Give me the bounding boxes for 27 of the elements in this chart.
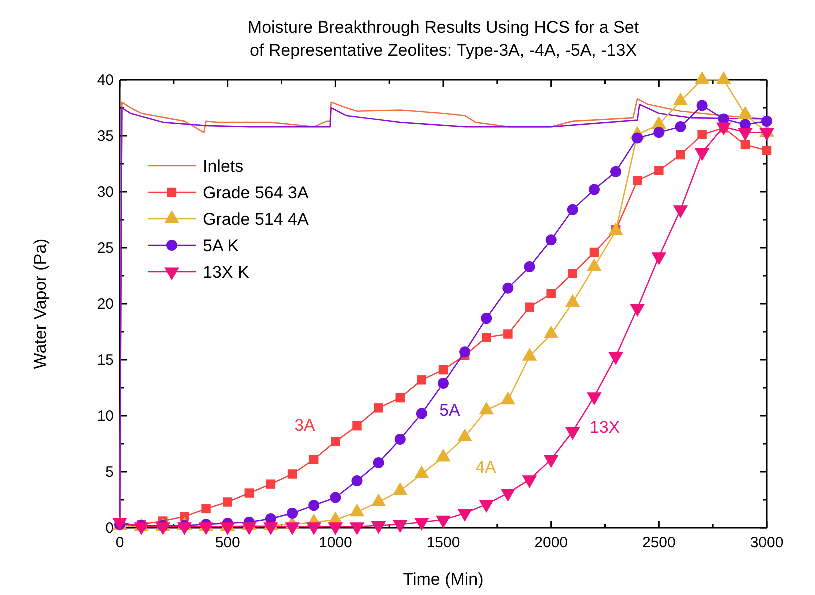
legend-label: Inlets bbox=[203, 157, 244, 176]
y-tick-label: 20 bbox=[97, 296, 114, 313]
x-tick-label: 1000 bbox=[318, 534, 352, 552]
legend-label: Grade 564 3A bbox=[203, 184, 310, 202]
chart-title: Moisture Breakthrough Results Using HCS for a Set of Representative Zeolites: Type-3A, -4A, -5A, -13X bbox=[248, 18, 640, 60]
annotation: 3A bbox=[294, 416, 316, 435]
x-tick-label: 500 bbox=[215, 534, 240, 552]
x-tick-label: 1500 bbox=[426, 534, 460, 552]
legend-label: 5A K bbox=[203, 236, 240, 256]
x-tick-label: 2500 bbox=[642, 534, 676, 552]
y-axis-title: Water Vapor (Pa) bbox=[31, 238, 50, 370]
y-tick-label: 10 bbox=[97, 408, 114, 425]
y-tick-label: 5 bbox=[106, 464, 114, 481]
annotation: 13X bbox=[590, 418, 620, 437]
annotation: 4A bbox=[476, 458, 498, 477]
x-tick-label: 2000 bbox=[534, 534, 568, 552]
y-tick-label: 40 bbox=[97, 72, 114, 89]
legend-label: Grade 514 4A bbox=[203, 210, 310, 229]
annotation: 5A bbox=[440, 401, 462, 420]
legend-label: 13X K bbox=[203, 263, 250, 282]
y-tick-label: 25 bbox=[97, 240, 114, 257]
y-tick-label: 30 bbox=[97, 184, 114, 201]
y-tick-label: 15 bbox=[97, 352, 114, 369]
y-tick-label: 35 bbox=[97, 128, 114, 145]
y-tick-label: 0 bbox=[106, 520, 114, 537]
x-tick-label: 3000 bbox=[750, 534, 784, 552]
x-axis-title: Time (Min) bbox=[403, 570, 484, 589]
